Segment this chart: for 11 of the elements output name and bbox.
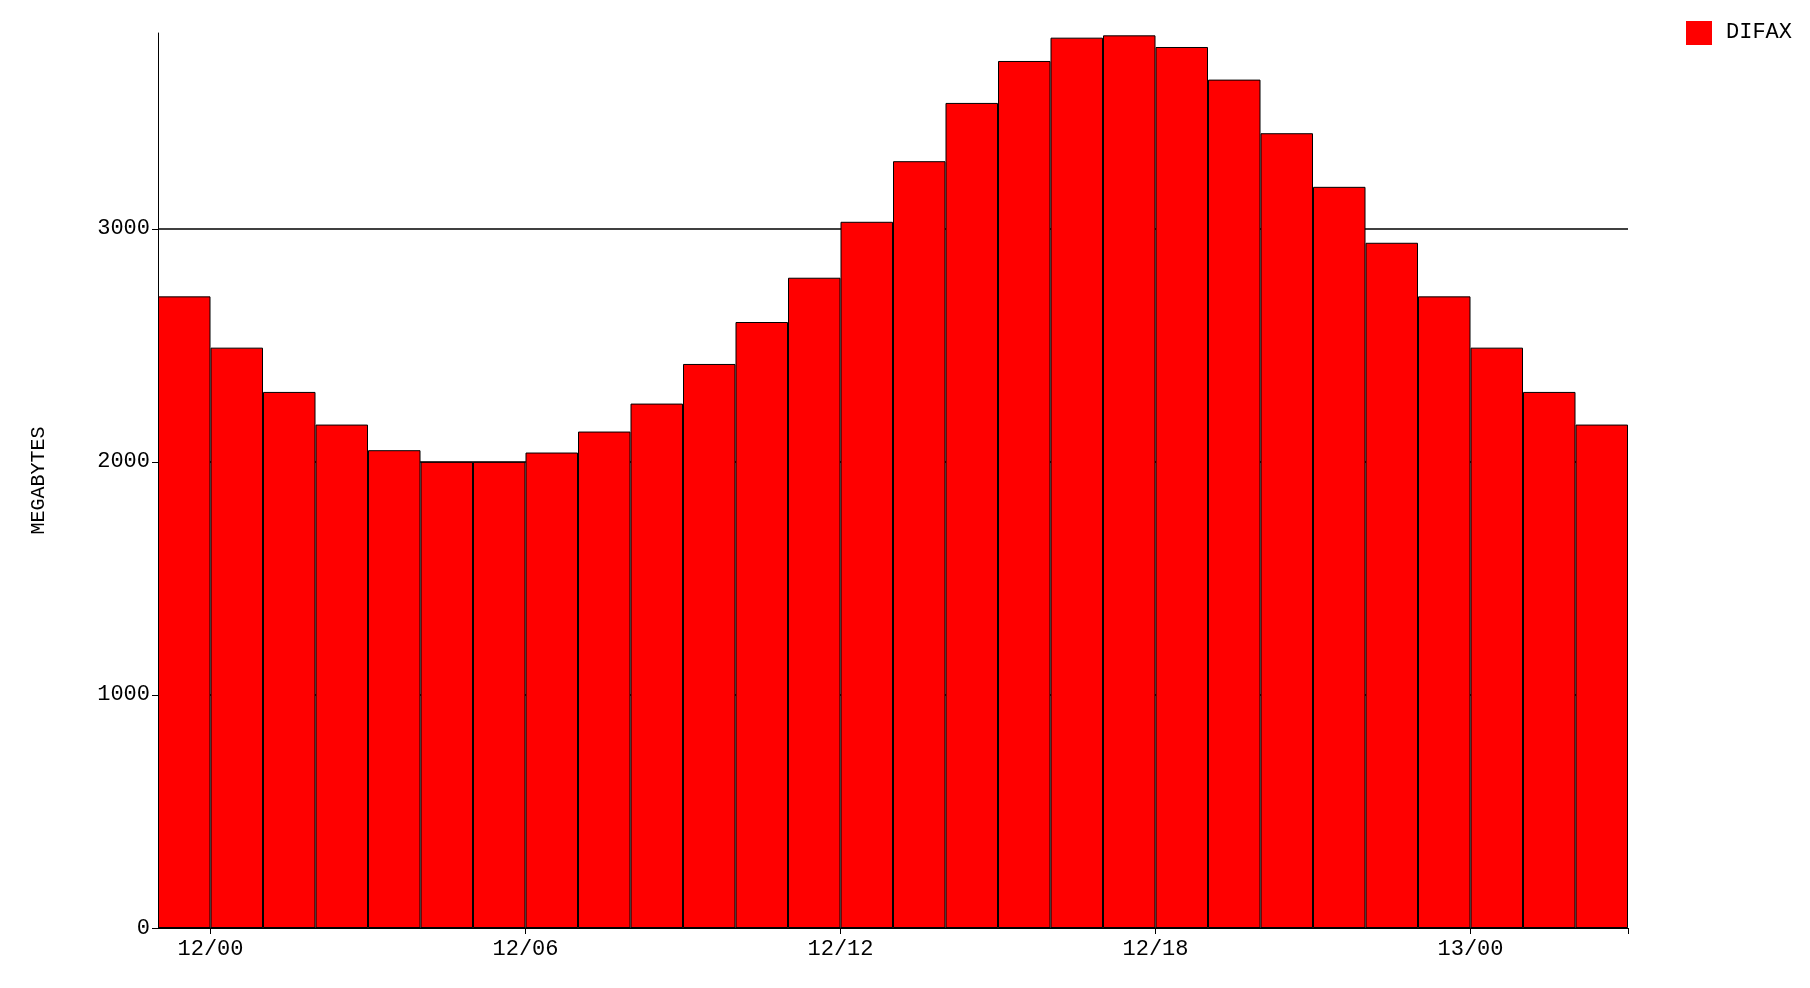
y-tick-label: 2000 — [97, 449, 150, 475]
x-tick-label: 12/12 — [807, 936, 874, 962]
text: DIFAX — [1725, 20, 1792, 45]
y-tick-label: 3000 — [97, 216, 150, 242]
y-tick-label: 1000 — [97, 682, 150, 708]
x-tick-label: 13/00 — [1437, 936, 1504, 962]
y-tick-label: 0 — [136, 915, 150, 941]
x-tick-label: 12/18 — [1122, 936, 1189, 962]
x-tick-label: 12/00 — [177, 936, 244, 962]
x-tick-label: 12/06 — [492, 936, 559, 962]
y-axis-title: MEGABYTES — [26, 426, 50, 535]
